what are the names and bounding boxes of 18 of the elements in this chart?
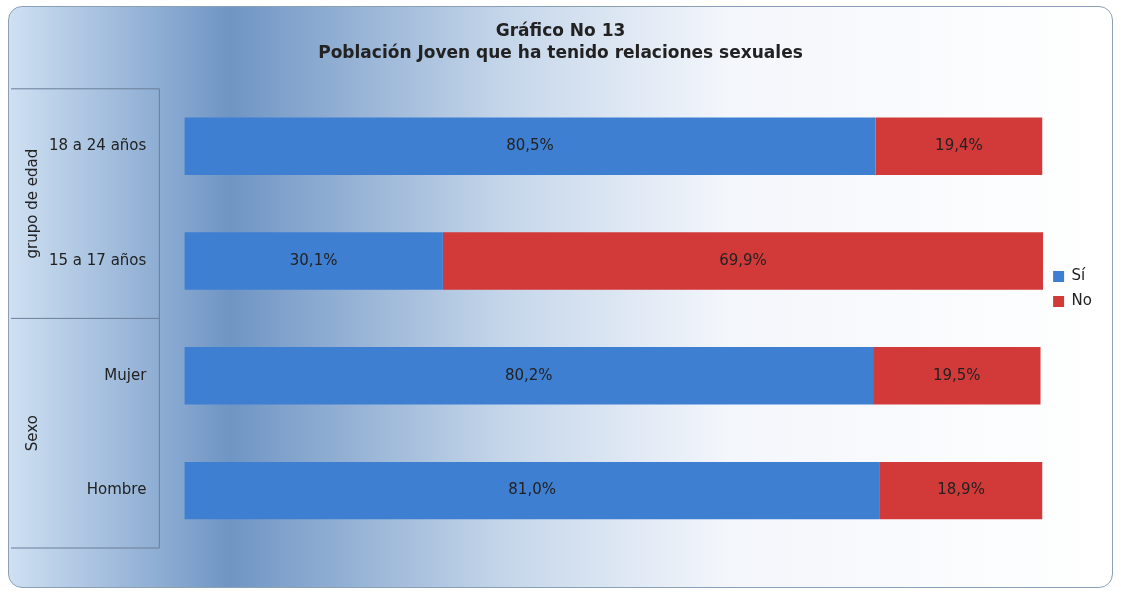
data-label: 80,2% — [504, 365, 553, 384]
data-label: 81,0% — [508, 480, 556, 499]
y-tick-label: 18 a 24 años — [48, 136, 147, 155]
data-label: 80,5% — [506, 136, 554, 155]
y-tick-label: 15 a 17 años — [48, 250, 147, 269]
text: grupo de edad — [22, 148, 41, 259]
chart-subtitle: Población Joven que ha tenido relaciones sexuales — [318, 42, 803, 63]
legend-label: No — [1071, 291, 1093, 310]
y-tick-label: Mujer — [104, 365, 148, 384]
data-label: 19,5% — [932, 365, 981, 384]
data-label: 69,9% — [719, 250, 767, 269]
data-label: 30,1% — [289, 250, 338, 269]
y-tick-label: Hombre — [86, 480, 147, 499]
data-label: 19,4% — [935, 136, 983, 155]
data-label: 18,9% — [937, 480, 985, 499]
legend-label: Sí — [1071, 266, 1087, 285]
text: Sexo — [22, 415, 41, 452]
chart-title: Gráfico No 13 — [495, 19, 626, 40]
